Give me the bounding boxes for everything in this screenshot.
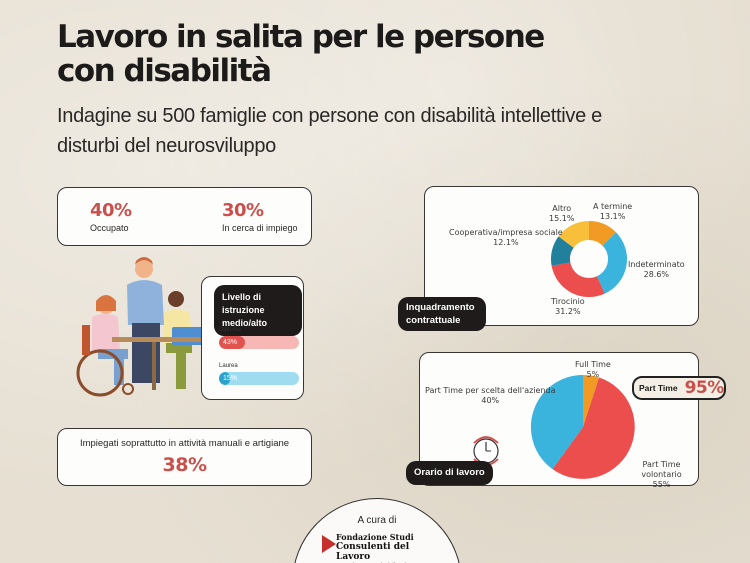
degree-label: Laurea [219, 363, 238, 369]
degree-bar-group: Laurea 15% [219, 363, 299, 385]
footer-credit: A cura di Fondazione Studi Consulenti de… [292, 498, 462, 563]
page-title: Lavoro in salita per le persone con disa… [57, 20, 617, 88]
part-time-badge: Part Time 95% [632, 376, 726, 400]
part-time-badge-label: Part Time [639, 383, 678, 393]
donut-slice-altro [558, 221, 589, 248]
label-indeterminato: Indeterminato 28.6% [628, 260, 685, 279]
label-tirocinio: Tirocinio 31.2% [551, 297, 585, 316]
education-title-pill: Livello di istruzione medio/alto [214, 285, 302, 336]
manual-work-text: Impiegati soprattutto in attività manual… [79, 438, 290, 449]
employment-stats-card: 40% Occupato 30% In cerca di impiego [57, 187, 312, 246]
donut-slice-a-termine [589, 221, 616, 246]
logo-triangle-icon [322, 535, 336, 553]
manual-work-card: Impiegati soprattutto in attività manual… [57, 428, 312, 486]
subtitle-line-2: disturbi del neurosviluppo [57, 135, 277, 157]
title-line-1: Lavoro in salita per le persone [57, 19, 545, 55]
stat-seeking-value: 30% [222, 200, 264, 221]
label-cooperativa: Cooperativa/impresa sociale 12.1% [449, 228, 563, 247]
contract-pill: Inquadramento contrattuale [398, 297, 486, 331]
degree-bar-track: 15% [219, 372, 299, 385]
stat-seeking: 30% In cerca di impiego [222, 200, 298, 233]
donut-slice-tirocinio [551, 262, 605, 298]
pie-slice-part-time-volontario [552, 377, 635, 479]
label-part-time-azienda: Part Time per scelta dell'azienda 40% [425, 386, 556, 405]
diploma-bar-group: Diploma 43% [219, 327, 299, 349]
label-altro: Altro 15.1% [549, 204, 575, 223]
subtitle-line-1: Indagine su 500 famiglie con persone con… [57, 105, 603, 127]
part-time-badge-value: 95% [684, 378, 725, 398]
label-full-time: Full Time 5% [575, 360, 611, 379]
stat-employed-value: 40% [90, 200, 132, 221]
label-part-time-volontario: Part Time volontario 55% [641, 460, 682, 489]
education-card: Livello di istruzione medio/alto Diploma… [201, 276, 304, 400]
diploma-bar-track: 43% [219, 336, 299, 349]
page-subtitle: Indagine su 500 famiglie con persone con… [57, 101, 657, 161]
label-a-termine: A termine 13.1% [593, 202, 633, 221]
stat-employed: 40% Occupato [90, 200, 132, 233]
hours-pill: Orario di lavoro [406, 461, 493, 485]
education-title-line-1: Livello di istruzione [222, 292, 265, 315]
stat-employed-label: Occupato [90, 223, 129, 233]
contract-donut-chart [550, 221, 628, 298]
hours-pie-chart [530, 374, 635, 479]
donut-slice-indeterminato [596, 232, 628, 294]
donut-slice-cooperativa [550, 236, 574, 266]
people-illustration [76, 257, 204, 397]
manual-work-value: 38% [162, 454, 207, 476]
degree-bar-fill: 15% [219, 372, 237, 385]
clock-icon [473, 436, 499, 466]
diploma-bar-fill: 43% [219, 336, 245, 349]
curated-by-label: A cura di [357, 515, 397, 526]
education-title-line-2: medio/alto [222, 318, 268, 328]
pie-slice-full-time [583, 374, 600, 427]
diploma-label: Diploma [219, 327, 242, 333]
pie-slice-part-time-azienda [530, 374, 583, 470]
title-line-2: con disabilità [57, 53, 272, 89]
org-logo: Fondazione Studi Consulenti del Lavoro C… [322, 533, 432, 563]
stat-seeking-label: In cerca di impiego [222, 223, 298, 233]
